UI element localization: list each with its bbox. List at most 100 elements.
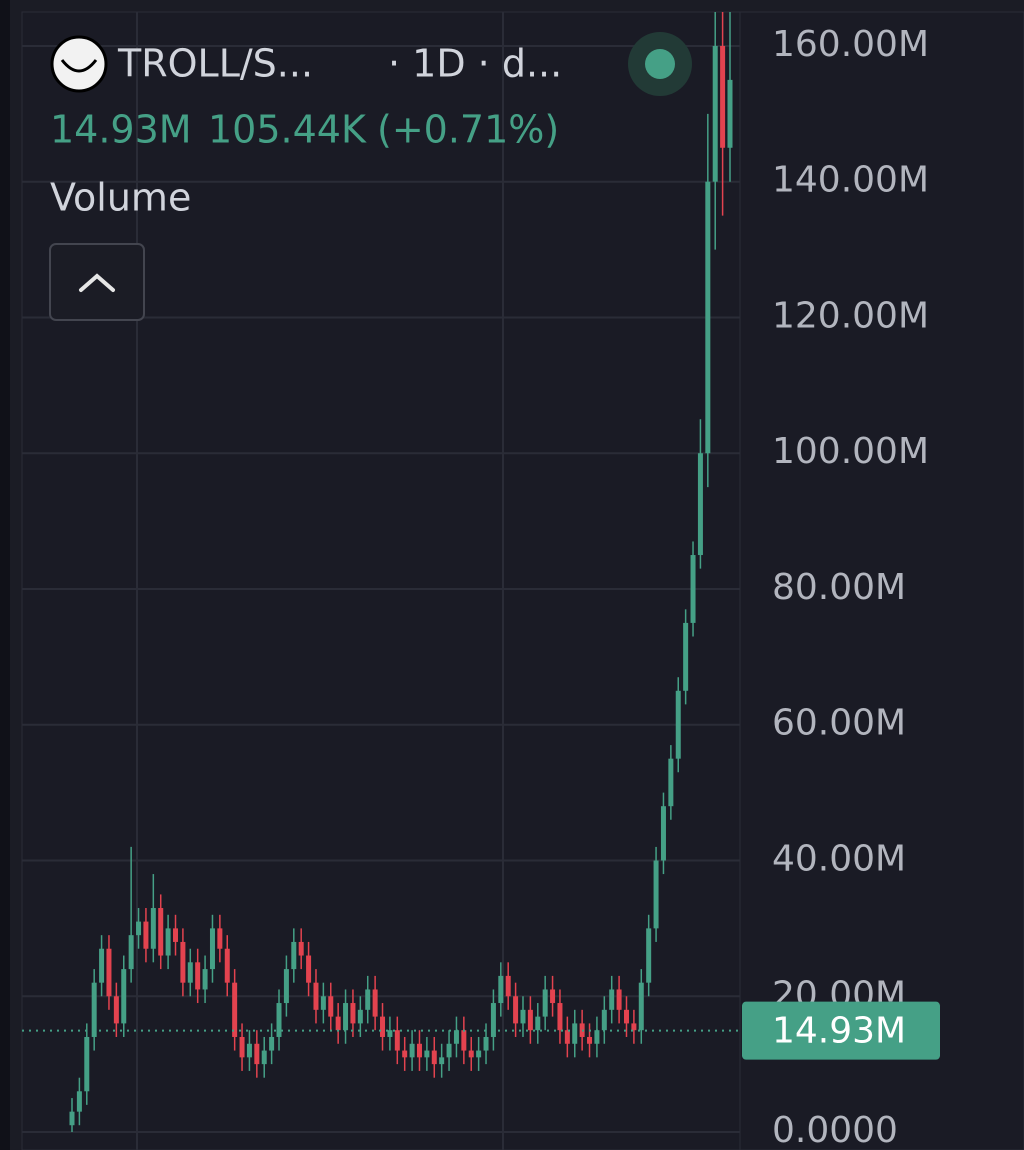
candle-body <box>283 969 289 1004</box>
candle-body <box>113 996 119 1024</box>
candle-body <box>143 921 149 949</box>
candle-body <box>121 969 127 1024</box>
candle-body <box>136 921 142 936</box>
candle-body <box>91 982 97 1037</box>
candle-body <box>106 948 112 997</box>
candle-body <box>513 996 519 1024</box>
candle-body <box>572 1023 578 1044</box>
candle-body <box>527 1009 533 1031</box>
last-price-label: 14.93M <box>772 1011 906 1052</box>
candle-body <box>564 1030 570 1044</box>
y-tick-label: 0.0000 <box>772 1110 898 1150</box>
candle-body <box>84 1036 90 1092</box>
candle-body <box>328 996 334 1017</box>
candle-body <box>269 1036 275 1051</box>
y-tick-label: 160.00M <box>772 24 929 65</box>
candle-body <box>461 1030 467 1051</box>
candle-body <box>350 1003 356 1024</box>
last-price-tag <box>742 1001 940 1060</box>
candle-body <box>476 1050 482 1058</box>
candle-body <box>394 1030 400 1051</box>
chevron-up-icon[interactable] <box>79 273 115 292</box>
candle-body <box>690 555 696 623</box>
candle-body <box>246 1043 252 1058</box>
candle-body <box>320 996 326 1010</box>
candle-body <box>387 1030 393 1037</box>
candle-body <box>712 45 718 182</box>
candle-body <box>468 1050 474 1058</box>
y-tick-label: 120.00M <box>772 295 929 336</box>
candle-body <box>239 1036 245 1058</box>
candle-body <box>409 1043 415 1058</box>
candle-body <box>453 1030 459 1044</box>
candle-body <box>416 1043 422 1058</box>
status-dot[interactable] <box>645 49 675 79</box>
candle-body <box>365 989 371 1010</box>
candle-body <box>483 1036 489 1051</box>
candle-body <box>128 935 134 970</box>
candle-body <box>542 989 548 1017</box>
candle-body <box>69 1111 75 1126</box>
candle-body <box>99 948 105 983</box>
candle-body <box>202 969 208 990</box>
candle-body <box>335 1016 341 1031</box>
candle-body <box>594 1030 600 1044</box>
candle-body <box>550 989 556 1004</box>
candle-body <box>720 45 726 148</box>
candle-body <box>609 989 615 1010</box>
candle-body <box>187 962 193 983</box>
candle-body <box>623 1009 629 1024</box>
interval: · 1D · d... <box>388 42 562 86</box>
y-tick-label: 100.00M <box>772 431 929 472</box>
candle-body <box>343 1003 349 1031</box>
candle-body <box>727 79 733 148</box>
symbol-icon-face <box>60 59 98 73</box>
symbol-icon <box>52 37 106 91</box>
candle-body <box>520 1009 526 1024</box>
candle-body <box>638 982 644 1031</box>
symbol: TROLL/S... <box>117 42 313 86</box>
candle-body <box>668 758 674 807</box>
candle-body <box>446 1043 452 1058</box>
candle-body <box>505 975 511 997</box>
indicator-label: Volume <box>50 176 191 220</box>
candle-body <box>631 1023 637 1031</box>
candle-body <box>557 1003 563 1031</box>
candle-body <box>490 1003 496 1037</box>
left-edge <box>0 0 10 1150</box>
candle-body <box>180 941 186 983</box>
candle-body <box>298 941 304 956</box>
candle-body <box>380 1016 386 1037</box>
candle-body <box>195 962 201 990</box>
change-percent: (+0.71%) <box>377 108 559 152</box>
candle-body <box>498 975 504 1004</box>
candle-body <box>165 928 171 956</box>
candle-body <box>601 1009 607 1031</box>
candle-body <box>224 948 230 983</box>
symbol-icon-outline <box>50 35 108 93</box>
collapse-button[interactable] <box>49 243 145 321</box>
candle-body <box>276 1003 282 1037</box>
candle-body <box>173 928 179 942</box>
candle-body <box>372 989 378 1017</box>
candle-body <box>306 955 312 983</box>
candle-body <box>697 453 703 556</box>
candle-body <box>705 181 711 454</box>
chart-panel <box>21 11 1024 1150</box>
change: 105.44K <box>208 108 367 152</box>
candle-body <box>291 941 297 970</box>
candle-body <box>209 928 215 970</box>
last-price: 14.93M <box>50 108 192 152</box>
candle-body <box>158 908 164 956</box>
candle-body <box>402 1050 408 1058</box>
candle-body <box>683 622 689 691</box>
candle-body <box>313 982 319 1010</box>
y-tick-label: 140.00M <box>772 160 929 201</box>
candle-body <box>217 928 223 949</box>
y-tick-label: 80.00M <box>772 567 906 608</box>
candle-body <box>261 1050 267 1065</box>
candle-body <box>439 1057 445 1065</box>
y-tick-label: 40.00M <box>772 838 906 879</box>
candle-body <box>150 908 156 949</box>
